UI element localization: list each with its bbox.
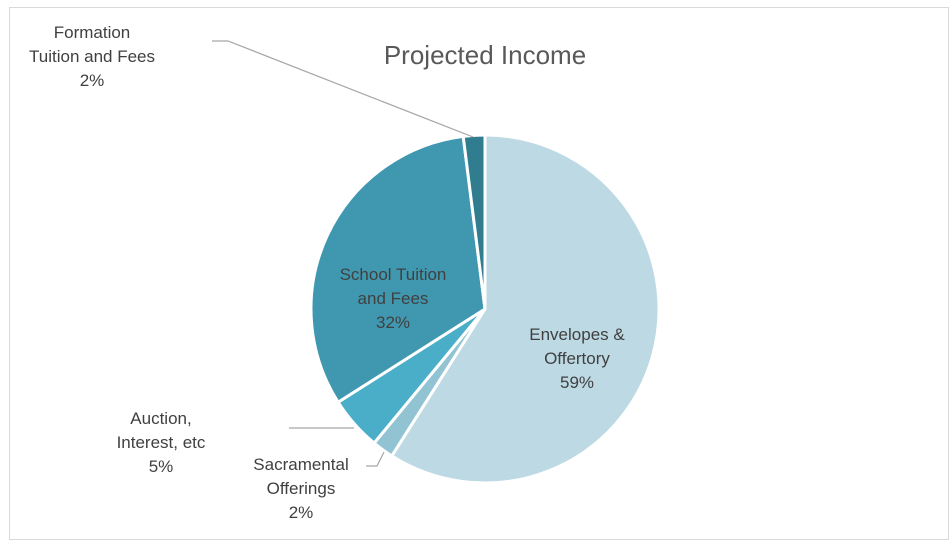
data-label-1: Envelopes & Offertory 59% <box>529 325 625 392</box>
leader-line-5 <box>212 40 474 138</box>
chart-title: Projected Income <box>384 40 586 70</box>
leader-line-2 <box>366 451 385 467</box>
pie-slice-4 <box>309 134 487 405</box>
data-label-5: Formation Tuition and Fees 2% <box>29 23 155 90</box>
data-label-4: School Tuition and Fees 32% <box>340 265 447 332</box>
data-label-3: Auction, Interest, etc 5% <box>117 409 206 476</box>
data-labels: Envelopes & Offertory 59% Sacramental Offeri… <box>29 23 625 522</box>
pie-slice-5 <box>461 133 487 310</box>
data-label-2: Sacramental Offerings 2% <box>253 455 348 522</box>
leader-lines <box>212 40 474 467</box>
pie-slices <box>309 133 661 485</box>
pie-slice-1 <box>389 133 661 485</box>
